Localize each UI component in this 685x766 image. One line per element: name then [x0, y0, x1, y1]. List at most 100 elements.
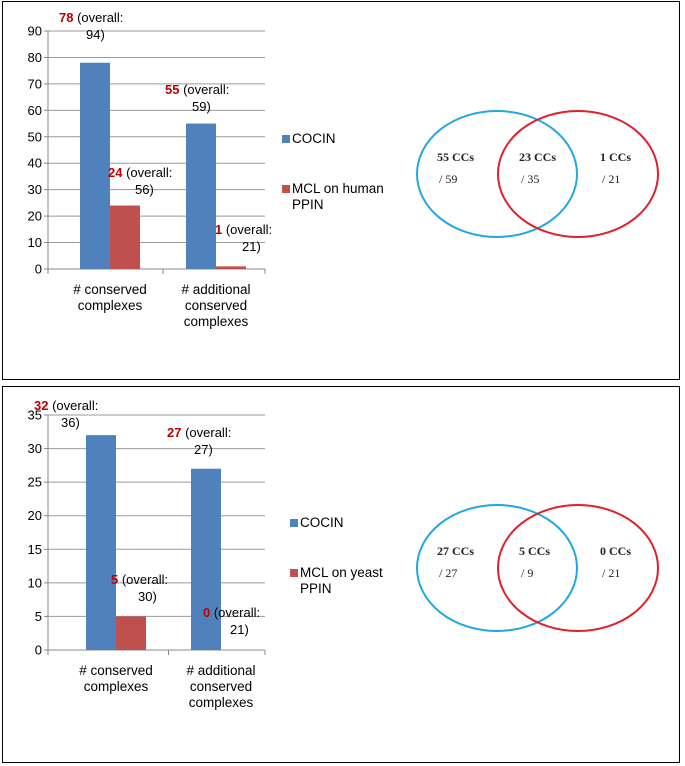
x-category-label: conserved [185, 298, 247, 313]
y-tick-label: 80 [28, 50, 42, 65]
venn-circle-mcl [497, 110, 659, 238]
bar-mcl-2 [216, 266, 246, 269]
legend-swatch [290, 519, 298, 527]
x-category-label: complexes [189, 695, 254, 710]
data-label-prefix: (overall: [122, 165, 172, 180]
data-label-value: 5 [111, 572, 118, 587]
x-category-label: conserved [190, 679, 252, 694]
data-label: 27 (overall: 27) [167, 425, 231, 457]
y-tick-label: 20 [28, 209, 42, 224]
venn-circle-mcl [497, 504, 659, 632]
legend-label: PPIN [300, 581, 332, 596]
svg-text:78 (overall:: 78 (overall: [59, 10, 123, 25]
data-label: 32 (overall: 36) [34, 398, 98, 430]
x-category-label: # additional [186, 663, 255, 678]
data-label-prefix: (overall: [222, 222, 272, 237]
venn-left-count: 55 CCs [437, 150, 474, 164]
y-tick-label: 0 [35, 643, 42, 658]
svg-text:24 (overall:: 24 (overall: [108, 165, 172, 180]
venn-right-count: 1 CCs [600, 150, 631, 164]
data-label-prefix: (overall: [181, 425, 231, 440]
data-label-value: 1 [215, 222, 222, 237]
data-label-value: 78 [59, 10, 73, 25]
svg-text:1 (overall:: 1 (overall: [215, 222, 272, 237]
data-label-value: 0 [203, 605, 210, 620]
data-label-prefix: (overall: [179, 82, 229, 97]
legend-label: MCL on human [292, 181, 384, 196]
venn-left-total: / 27 [439, 566, 457, 580]
y-tick-label: 60 [28, 103, 42, 118]
venn-middle-total: / 35 [521, 172, 539, 186]
data-label: 24 (overall: 56) [108, 165, 172, 197]
data-label: 1 (overall: 21) [215, 222, 272, 254]
venn-circle-cocin [416, 504, 578, 632]
y-tick-label: 40 [28, 156, 42, 171]
bar-mcl-1 [116, 616, 146, 650]
y-tick-label: 20 [28, 508, 42, 523]
y-tick-label: 70 [28, 76, 42, 91]
data-label-prefix: (overall: [210, 605, 260, 620]
x-category-label: # conserved [73, 282, 147, 297]
bar-cocin-1 [86, 435, 116, 650]
data-label-prefix: (overall: [118, 572, 168, 587]
bottom-panel: 0 5 10 15 20 25 30 35 32 (overall: 36) 27 (overall… [2, 386, 680, 763]
y-tick-label: 10 [28, 575, 42, 590]
svg-text:0 (overall:: 0 (overall: [203, 605, 260, 620]
data-label-overall: 30) [138, 589, 157, 604]
venn-right-total: / 21 [602, 566, 620, 580]
data-label: 55 (overall: 59) [165, 82, 229, 114]
data-label-overall: 21) [230, 622, 249, 637]
data-label-value: 24 [108, 165, 123, 180]
y-tick-label: 50 [28, 129, 42, 144]
data-label-value: 32 [34, 398, 48, 413]
legend-label: COCIN [292, 131, 336, 146]
x-category-label: complexes [84, 679, 149, 694]
y-tick-label: 5 [35, 609, 42, 624]
data-label-overall: 21) [242, 239, 261, 254]
data-label-value: 27 [167, 425, 181, 440]
y-tick-label: 25 [28, 475, 42, 490]
human-ppin-figure: 0 10 20 30 40 50 60 70 80 90 78 (overall: 94) 55 (ov… [28, 10, 659, 329]
venn-right-total: / 21 [602, 172, 620, 186]
x-category-label: complexes [78, 298, 143, 313]
legend-swatch [282, 185, 290, 193]
x-category-label: # conserved [79, 663, 153, 678]
x-category-label: # additional [181, 282, 250, 297]
data-label-prefix: (overall: [73, 10, 123, 25]
data-label: 78 (overall: 94) [59, 10, 123, 42]
svg-text:32 (overall:: 32 (overall: [34, 398, 98, 413]
svg-text:27 (overall:: 27 (overall: [167, 425, 231, 440]
venn-middle-total: / 9 [521, 566, 533, 580]
top-panel: 0 10 20 30 40 50 60 70 80 90 78 (overall: 94) 55 (ov… [2, 1, 680, 380]
bar-cocin-1 [80, 62, 110, 269]
bar-cocin-2 [191, 468, 221, 650]
data-label-overall: 59) [192, 99, 211, 114]
data-label-prefix: (overall: [48, 398, 98, 413]
venn-right-count: 0 CCs [600, 544, 631, 558]
venn-circle-cocin [416, 110, 578, 238]
venn-middle-count: 5 CCs [519, 544, 550, 558]
y-tick-label: 15 [28, 542, 42, 557]
y-tick-label: 30 [28, 182, 42, 197]
bar-mcl-1 [110, 205, 140, 269]
bar-cocin-2 [186, 123, 216, 269]
y-tick-label: 0 [35, 262, 42, 277]
x-category-label: complexes [184, 314, 249, 329]
data-label-value: 55 [165, 82, 179, 97]
data-label-overall: 94) [86, 27, 105, 42]
legend-label: MCL on yeast [300, 565, 383, 580]
legend-swatch [290, 569, 298, 577]
data-label: 5 (overall: 30) [111, 572, 168, 604]
legend-label: PPIN [292, 197, 324, 212]
data-label-overall: 36) [61, 415, 80, 430]
y-tick-label: 90 [28, 24, 42, 39]
venn-left-count: 27 CCs [437, 544, 474, 558]
svg-text:5 (overall:: 5 (overall: [111, 572, 168, 587]
data-label-overall: 56) [135, 182, 154, 197]
legend-label: COCIN [300, 515, 344, 530]
data-label-overall: 27) [194, 442, 213, 457]
svg-text:55 (overall:: 55 (overall: [165, 82, 229, 97]
y-tick-label: 35 [28, 408, 42, 423]
legend-swatch [282, 135, 290, 143]
